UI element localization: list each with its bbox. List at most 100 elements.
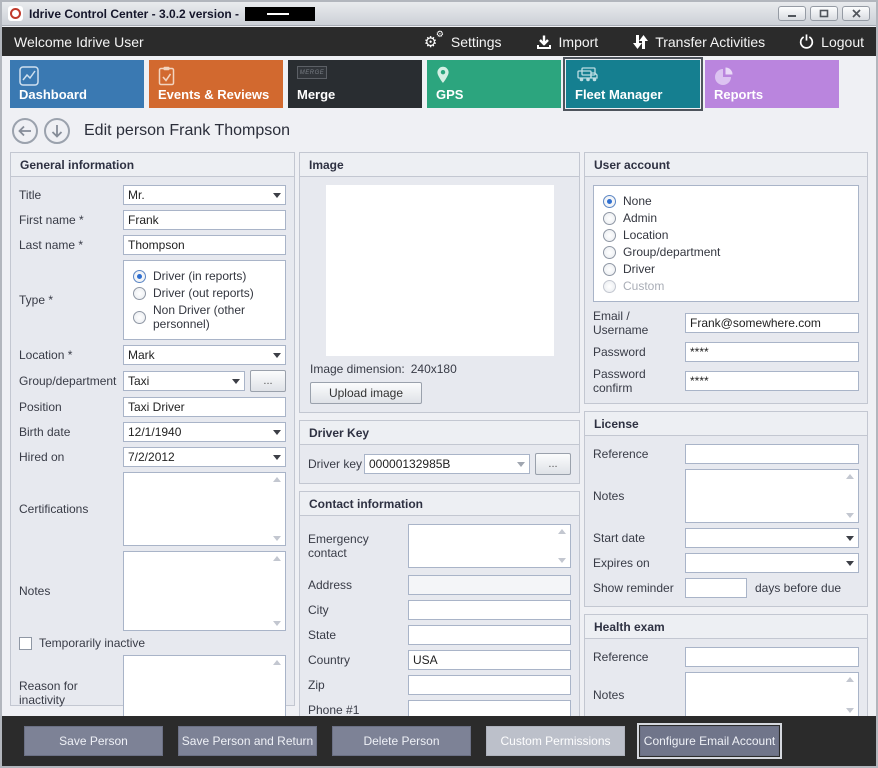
license-expires-on-label: Expires on [593,556,650,570]
radio-disabled-icon [603,279,616,293]
logout-label: Logout [821,33,864,50]
chevron-down-icon [232,378,240,384]
email-username-label: Email / Username [593,309,649,337]
zip-field[interactable] [408,675,571,695]
welcome-text: Welcome Idrive User [14,33,144,50]
tab-merge[interactable]: MERGE Merge [288,60,422,108]
password-field[interactable] [685,342,859,362]
configure-email-account-button[interactable]: Configure Email Account [637,723,782,759]
password-confirm-field[interactable] [685,371,859,391]
image-dimension-label: Image dimension: [310,362,405,376]
save-person-return-button[interactable]: Save Person and Return [178,726,317,756]
scroll-down-button[interactable] [44,118,70,144]
license-notes-textarea[interactable] [685,469,859,523]
reason-inactivity-textarea[interactable] [123,655,286,716]
type-option-non-driver[interactable]: Non Driver (other personnel) [133,303,276,331]
temporarily-inactive-checkbox[interactable] [19,636,32,650]
driver-key-panel: Driver Key Driver key 00000132985B ... [299,420,580,484]
pie-chart-icon [715,67,733,85]
license-reminder-field[interactable] [685,578,747,598]
delete-person-button[interactable]: Delete Person [332,726,471,756]
maximize-button[interactable] [810,6,838,21]
scroll-up-icon [273,477,281,482]
type-label: Type * [19,293,54,307]
redaction-block [245,6,316,21]
tab-events-reviews[interactable]: Events & Reviews [149,60,283,108]
license-reference-field[interactable] [685,444,859,464]
role-option-group-department[interactable]: Group/department [603,245,849,259]
driver-key-browse-button[interactable]: ... [535,453,571,475]
group-department-dropdown[interactable]: Taxi [123,371,245,391]
state-field[interactable] [408,625,571,645]
temporarily-inactive-row[interactable]: Temporarily inactive [19,636,286,650]
address-field[interactable] [408,575,571,595]
hired-on-label: Hired on [19,450,65,464]
role-option-location[interactable]: Location [603,228,849,242]
notes-textarea[interactable] [123,551,286,631]
tab-gps[interactable]: GPS [427,60,561,108]
tab-fleet-manager[interactable]: Fleet Manager [563,57,703,111]
settings-menu-item[interactable]: ⚙ ⚙ Settings [424,30,502,51]
email-username-field[interactable] [685,313,859,333]
arrow-left-icon [18,125,31,137]
type-option-driver-in[interactable]: Driver (in reports) [133,269,276,283]
tab-dashboard-label: Dashboard [19,87,87,102]
license-expires-on-picker[interactable] [685,553,859,573]
chevron-down-icon [273,454,281,460]
emergency-contact-textarea[interactable] [408,524,571,568]
radio-icon [133,310,146,324]
last-name-field[interactable] [123,235,286,255]
chevron-down-icon [273,352,281,358]
power-icon [800,34,814,49]
country-label: Country [308,653,351,667]
position-field[interactable] [123,397,286,417]
scroll-down-icon [273,536,281,541]
chevron-down-icon [273,429,281,435]
phone1-field[interactable] [408,700,571,716]
license-panel: License Reference Notes Start d [584,411,868,607]
contact-information-header: Contact information [300,492,579,516]
minimize-button[interactable] [778,6,806,21]
scroll-up-icon [558,529,566,534]
upload-image-button[interactable]: Upload image [310,382,422,404]
location-dropdown[interactable]: Mark [123,345,286,365]
city-field[interactable] [408,600,571,620]
tab-reports[interactable]: Reports [705,60,839,108]
person-image-placeholder [325,185,554,356]
settings-label: Settings [450,33,502,50]
role-option-admin[interactable]: Admin [603,211,849,225]
state-label: State [308,628,337,642]
transfer-activities-menu-item[interactable]: Transfer Activities [632,34,765,50]
driver-key-dropdown[interactable]: 00000132985B [364,454,530,474]
birth-date-picker[interactable]: 12/1/1940 [123,422,286,442]
title-dropdown[interactable]: Mr. [123,185,286,205]
license-start-date-picker[interactable] [685,528,859,548]
close-button[interactable] [842,6,870,21]
role-option-none[interactable]: None [603,194,849,208]
first-name-field[interactable] [123,210,286,230]
emergency-contact-label: Emergency contact [308,532,369,560]
save-person-button[interactable]: Save Person [24,726,163,756]
clipboard-check-icon [158,66,175,86]
title-label: Title [19,188,42,202]
role-option-driver[interactable]: Driver [603,262,849,276]
contact-information-panel: Contact information Emergency contact Ad… [299,491,580,716]
user-account-panel: User account None Admin [584,152,868,404]
scroll-up-icon [846,474,854,479]
scroll-up-icon [273,660,281,665]
certifications-textarea[interactable] [123,472,286,546]
chevron-down-icon [846,560,854,566]
health-notes-textarea[interactable] [685,672,859,716]
logout-menu-item[interactable]: Logout [799,34,864,50]
license-reminder-suffix: days before due [755,581,842,595]
tab-gps-label: GPS [436,87,464,102]
health-reference-field[interactable] [685,647,859,667]
back-button[interactable] [12,118,38,144]
tab-dashboard[interactable]: Dashboard [10,60,144,108]
hired-on-picker[interactable]: 7/2/2012 [123,447,286,467]
type-option-driver-out[interactable]: Driver (out reports) [133,286,276,300]
group-browse-button[interactable]: ... [250,370,286,392]
country-field[interactable] [408,650,571,670]
import-menu-item[interactable]: Import [536,34,598,50]
birth-date-label: Birth date [19,425,71,439]
